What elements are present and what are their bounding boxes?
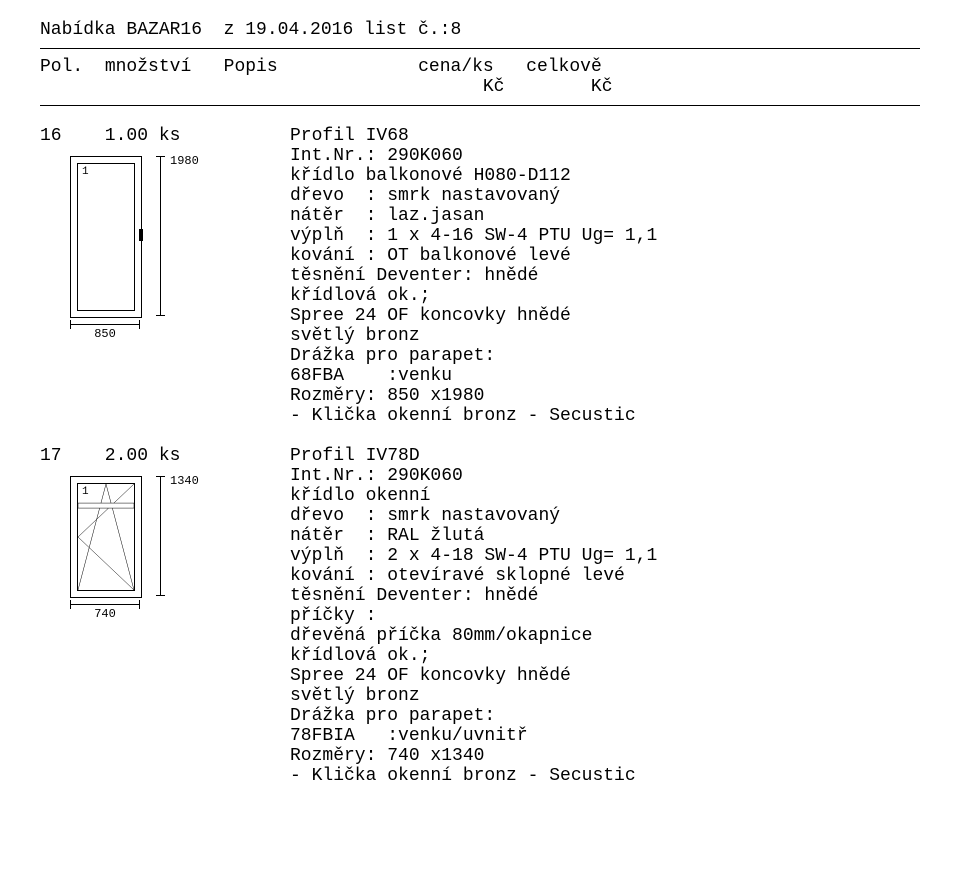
dim-horizontal: 740	[70, 604, 140, 621]
desc-line: kování : OT balkonové levé	[290, 246, 920, 266]
desc-line: Drážka pro parapet:	[290, 706, 920, 726]
desc-line: nátěr : laz.jasan	[290, 206, 920, 226]
col-popis: Popis	[224, 57, 278, 77]
desc-line: Spree 24 OF koncovky hnědé	[290, 306, 920, 326]
desc-line: Int.Nr.: 290K060	[290, 146, 920, 166]
dim-width-label: 740	[70, 607, 140, 621]
desc-line: nátěr : RAL žlutá	[290, 526, 920, 546]
dim-height-label: 1980	[170, 154, 199, 168]
item-diagram: 1 1340 740	[70, 476, 290, 621]
divider-header	[40, 105, 920, 106]
desc-line: Rozměry: 740 x1340	[290, 746, 920, 766]
dim-vertical: 1980	[160, 156, 161, 316]
item-left-col: 16 1.00 ks 1 1980 850	[40, 126, 290, 426]
hinge-icon	[139, 229, 143, 241]
desc-line: dřevo : smrk nastavovaný	[290, 186, 920, 206]
frame-label: 1	[82, 166, 89, 178]
desc-line: světlý bronz	[290, 686, 920, 706]
desc-line: světlý bronz	[290, 326, 920, 346]
frame-label: 1	[82, 486, 89, 498]
col-mnozstvi: množství	[105, 57, 191, 77]
col-kc1: Kč	[483, 77, 505, 97]
desc-line: těsnění Deventer: hnědé	[290, 266, 920, 286]
opening-lines-icon	[78, 484, 134, 590]
desc-line: Rozměry: 850 x1980	[290, 386, 920, 406]
item-title: Profil IV68	[290, 126, 920, 146]
col-pol: Pol.	[40, 57, 83, 77]
frame-outer: 1	[70, 156, 142, 318]
desc-line: 78FBIA :venku/uvnitř	[290, 726, 920, 746]
item-row: 17 2.00 ks 1 1340 740 Profil IV78DInt.Nr.: 2…	[40, 446, 920, 786]
desc-line: příčky :	[290, 606, 920, 626]
desc-line: Spree 24 OF koncovky hnědé	[290, 666, 920, 686]
item-diagram: 1 1980 850	[70, 156, 290, 341]
desc-line: těsnění Deventer: hnědé	[290, 586, 920, 606]
desc-line: křídlo balkonové H080-D112	[290, 166, 920, 186]
dim-width-label: 850	[70, 327, 140, 341]
frame-inner: 1	[77, 483, 135, 591]
desc-line: kování : otevíravé sklopné levé	[290, 566, 920, 586]
frame-inner: 1	[77, 163, 135, 311]
dim-height-label: 1340	[170, 474, 199, 488]
item-pol-qty: 17 2.00 ks	[40, 446, 290, 466]
frame-outer: 1	[70, 476, 142, 598]
desc-line: 68FBA :venku	[290, 366, 920, 386]
desc-line: dřevěná příčka 80mm/okapnice	[290, 626, 920, 646]
desc-line: dřevo : smrk nastavovaný	[290, 506, 920, 526]
item-left-col: 17 2.00 ks 1 1340 740	[40, 446, 290, 786]
item-row: 16 1.00 ks 1 1980 850 Profil IV68Int.Nr.: 29…	[40, 126, 920, 426]
desc-line: výplň : 2 x 4-18 SW-4 PTU Ug= 1,1	[290, 546, 920, 566]
desc-line: - Klička okenní bronz - Secustic	[290, 766, 920, 786]
item-description: Profil IV68Int.Nr.: 290K060křídlo balkon…	[290, 126, 920, 426]
item-title: Profil IV78D	[290, 446, 920, 466]
column-subheaders: Kč Kč	[40, 77, 920, 97]
dim-vertical: 1340	[160, 476, 161, 596]
desc-line: křídlová ok.;	[290, 286, 920, 306]
desc-line: křídlo okenní	[290, 486, 920, 506]
item-description: Profil IV78DInt.Nr.: 290K060křídlo okenn…	[290, 446, 920, 786]
desc-line: výplň : 1 x 4-16 SW-4 PTU Ug= 1,1	[290, 226, 920, 246]
col-cenaks: cena/ks	[418, 57, 494, 77]
desc-line: - Klička okenní bronz - Secustic	[290, 406, 920, 426]
col-celkove: celkově	[526, 57, 602, 77]
dim-horizontal: 850	[70, 324, 140, 341]
desc-line: Drážka pro parapet:	[290, 346, 920, 366]
col-kc2: Kč	[591, 77, 613, 97]
desc-line: křídlová ok.;	[290, 646, 920, 666]
column-headers: Pol. množství Popis cena/ks celkově	[40, 57, 920, 77]
page-header: Nabídka BAZAR16 z 19.04.2016 list č.:8	[40, 20, 920, 40]
desc-line: Int.Nr.: 290K060	[290, 466, 920, 486]
divider-top	[40, 48, 920, 49]
item-pol-qty: 16 1.00 ks	[40, 126, 290, 146]
